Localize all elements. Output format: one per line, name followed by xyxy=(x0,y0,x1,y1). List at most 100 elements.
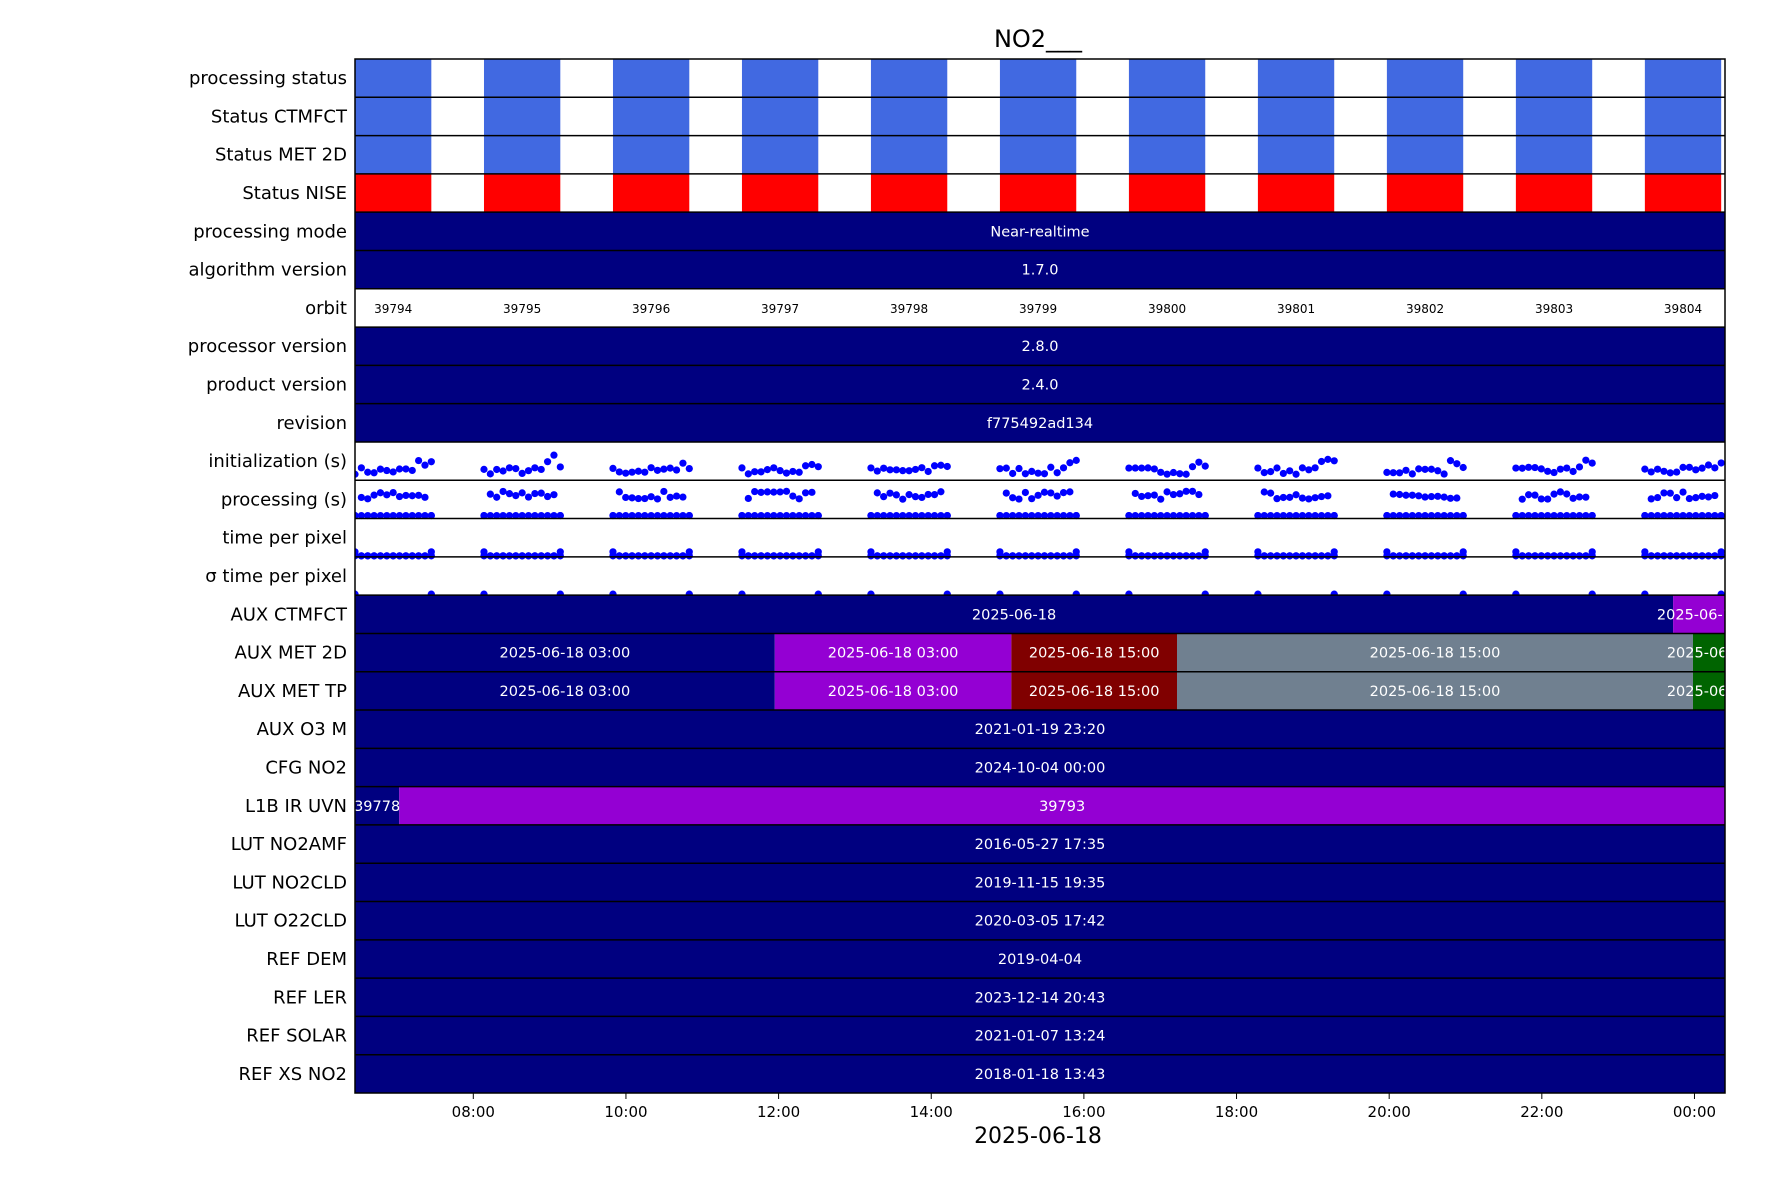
data-point xyxy=(782,552,791,560)
data-point xyxy=(389,488,397,497)
data-point xyxy=(899,495,907,503)
data-point xyxy=(801,511,810,520)
data-point xyxy=(1588,552,1596,560)
data-point xyxy=(886,552,894,560)
row-l1b-ir-uvn: 39778 39793 xyxy=(355,786,1725,825)
data-point xyxy=(634,467,643,475)
data-point xyxy=(370,469,378,477)
status-block xyxy=(741,97,819,136)
data-point xyxy=(389,511,397,520)
data-point xyxy=(1544,467,1552,475)
data-point xyxy=(738,511,746,520)
data-point xyxy=(615,511,623,520)
data-point xyxy=(499,511,507,520)
data-point xyxy=(1059,464,1068,472)
segment-block xyxy=(355,863,1725,902)
orbit-label: 39804 xyxy=(1664,302,1702,316)
data-point xyxy=(415,456,423,465)
data-point xyxy=(757,468,765,476)
segment-label: 2025-06-18 15:00 xyxy=(1029,646,1160,662)
data-point xyxy=(628,552,636,560)
data-point xyxy=(1698,552,1706,560)
data-point xyxy=(1524,491,1533,499)
data-point xyxy=(641,468,649,476)
data-point xyxy=(751,552,759,560)
data-point xyxy=(512,465,520,473)
segment-block xyxy=(355,901,1725,940)
status-block xyxy=(483,135,561,174)
data-point xyxy=(505,511,514,520)
data-point xyxy=(1157,495,1165,503)
data-point xyxy=(770,511,778,520)
data-point xyxy=(1298,494,1307,502)
data-point xyxy=(1330,457,1338,465)
data-point xyxy=(1679,463,1687,471)
data-point xyxy=(1286,467,1294,475)
data-point xyxy=(556,463,564,471)
segment-block xyxy=(355,327,1725,366)
data-point xyxy=(556,511,564,520)
data-point xyxy=(795,495,803,503)
segment-label: 2018-01-18 13:43 xyxy=(975,1067,1106,1083)
data-point xyxy=(1317,552,1326,560)
data-point xyxy=(383,552,391,560)
segment-block xyxy=(1177,671,1693,711)
data-point xyxy=(1582,511,1590,520)
data-point xyxy=(782,487,791,495)
data-point xyxy=(1692,494,1700,502)
data-point xyxy=(1673,511,1681,520)
data-point xyxy=(924,552,932,560)
data-point xyxy=(1402,552,1410,560)
status-block xyxy=(355,135,432,174)
data-point xyxy=(383,466,391,475)
data-point xyxy=(1685,494,1693,503)
segment-block xyxy=(399,786,1725,825)
data-point xyxy=(744,511,752,520)
row-product-version: 2.4.0 xyxy=(355,365,1725,404)
segment-label: 2020-03-05 17:42 xyxy=(975,914,1106,930)
data-point xyxy=(1717,552,1725,560)
data-point xyxy=(615,552,623,560)
data-point xyxy=(1537,465,1545,473)
data-point xyxy=(1182,511,1190,520)
row-label: LUT NO2CLD xyxy=(232,872,347,893)
row--time-per-pixel xyxy=(355,552,1725,598)
status-block xyxy=(612,59,690,98)
data-point xyxy=(1588,459,1596,467)
x-tick-label: 08:00 xyxy=(452,1103,495,1121)
data-point xyxy=(1176,552,1184,560)
data-point xyxy=(1704,461,1713,469)
data-point xyxy=(1434,511,1442,520)
data-point xyxy=(1021,511,1029,520)
data-point xyxy=(1157,511,1165,520)
row-label: time per pixel xyxy=(222,528,347,549)
data-point xyxy=(1531,463,1539,472)
data-point xyxy=(421,511,429,520)
data-point xyxy=(1305,495,1313,503)
data-point xyxy=(518,511,526,520)
row-label: algorithm version xyxy=(188,260,347,281)
data-point xyxy=(1163,552,1171,560)
row-ref-ler: 2023-12-14 20:43 xyxy=(355,978,1725,1017)
row-label: Status CTMFCT xyxy=(211,106,348,127)
data-point xyxy=(1427,492,1436,501)
segment-label: 2021-01-19 23:20 xyxy=(975,722,1106,738)
row-label: Status MET 2D xyxy=(215,145,347,166)
data-point xyxy=(641,494,649,503)
data-point xyxy=(1446,511,1455,520)
data-point xyxy=(389,468,397,476)
data-point xyxy=(1434,467,1442,475)
data-point xyxy=(1673,552,1681,560)
segment-block xyxy=(355,595,1674,634)
data-point xyxy=(615,468,623,476)
data-point xyxy=(1317,457,1326,466)
data-point xyxy=(814,552,822,560)
data-point xyxy=(609,511,617,520)
orbit-label: 39796 xyxy=(632,302,670,316)
data-point xyxy=(1569,494,1577,502)
orbit-label: 39795 xyxy=(503,302,541,316)
status-block xyxy=(870,59,948,98)
data-point xyxy=(1267,552,1275,560)
data-point xyxy=(1550,511,1558,520)
data-point xyxy=(550,491,558,499)
